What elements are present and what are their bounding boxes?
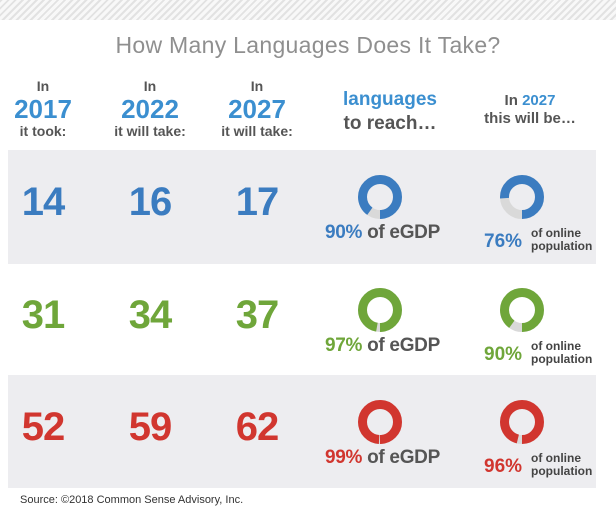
online-text-line2: population: [531, 351, 593, 366]
online-population-donut-arc: [500, 174, 544, 219]
header-2027-year: 2027: [228, 94, 286, 124]
online-percent: 96%: [484, 455, 523, 477]
egdp-suffix: of eGDP: [367, 446, 440, 468]
language-count-2017: 14: [21, 179, 66, 224]
online-population-donut-arc: [500, 399, 544, 444]
decorative-stripe: [0, 0, 616, 20]
header-2017: In 2017 it took:: [0, 78, 103, 140]
row-band-1: [8, 150, 596, 264]
header-2027-pre: In: [250, 78, 264, 94]
row-band-3: [8, 375, 596, 488]
online-text-line2: population: [531, 463, 593, 478]
language-count-2027: 62: [235, 404, 280, 449]
language-count-2017: 52: [21, 404, 66, 449]
egdp-percent: 90%: [325, 221, 363, 243]
header-2017-post: it took:: [19, 123, 67, 139]
egdp-suffix: of eGDP: [367, 221, 440, 243]
header-2022-year: 2022: [121, 94, 179, 124]
egdp-label: 90% of eGDP: [325, 222, 440, 244]
language-count-2022: 16: [128, 179, 173, 224]
online-text-line1: of online: [531, 225, 581, 240]
source-note: Source: ©2018 Common Sense Advisory, Inc…: [20, 494, 244, 506]
online-population-donut-arc: [500, 287, 544, 332]
egdp-label: 97% of eGDP: [325, 335, 440, 357]
online-text-line1: of online: [531, 450, 581, 465]
online-text-line1: of online: [531, 338, 581, 353]
header-reach-line1: languages: [343, 89, 437, 110]
online-population-donut: [500, 399, 544, 444]
egdp-donut: [358, 174, 402, 219]
online-percent: 76%: [484, 230, 523, 252]
language-count-2022: 34: [128, 292, 173, 337]
egdp-label: 99% of eGDP: [325, 447, 440, 469]
language-count-2027: 17: [235, 179, 280, 224]
egdp-donut-arc: [358, 174, 402, 219]
header-2027: In 2027 it will take:: [197, 78, 317, 140]
language-count-2022: 59: [128, 404, 173, 449]
header-pop-line2: this will be…: [484, 110, 576, 127]
egdp-suffix: of eGDP: [367, 334, 440, 356]
egdp-donut-arc: [358, 287, 402, 332]
egdp-percent: 99%: [325, 446, 363, 468]
header-2022: In 2022 it will take:: [90, 78, 210, 140]
online-population-donut: [500, 287, 544, 332]
header-2022-post: it will take:: [114, 123, 186, 139]
language-count-2027: 37: [235, 292, 280, 337]
header-2017-year: 2017: [14, 94, 72, 124]
egdp-donut: [358, 287, 402, 332]
header-2017-pre: In: [36, 78, 50, 94]
header-reach: languages to reach…: [320, 88, 460, 136]
chart-title: How Many Languages Does It Take?: [115, 32, 501, 58]
header-reach-line2: to reach…: [343, 113, 437, 134]
header-2022-pre: In: [143, 78, 157, 94]
header-pop: In 2027 this will be…: [460, 92, 600, 128]
online-population-donut: [500, 174, 544, 219]
header-pop-line1: In 2027: [460, 92, 600, 110]
header-pop-year: 2027: [522, 92, 556, 109]
egdp-donut: [358, 399, 402, 444]
header-2027-post: it will take:: [221, 123, 293, 139]
egdp-donut-arc: [358, 399, 402, 444]
header-pop-pre: In: [504, 92, 518, 109]
online-percent: 90%: [484, 343, 523, 365]
language-count-2017: 31: [21, 292, 66, 337]
egdp-percent: 97%: [325, 334, 363, 356]
online-text-line2: population: [531, 238, 593, 253]
